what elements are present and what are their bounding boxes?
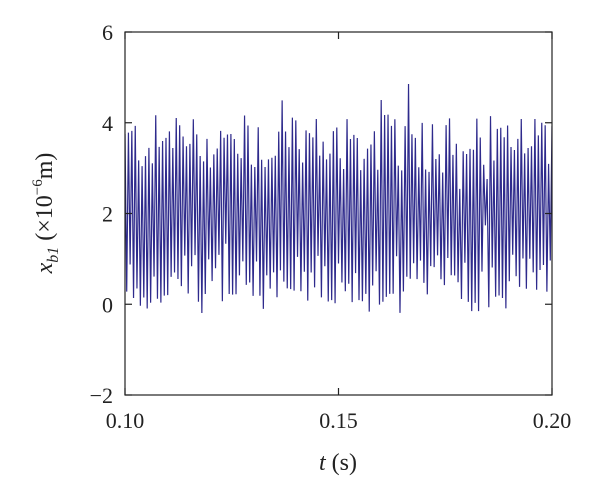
y-tick-label: 6	[102, 20, 113, 45]
y-axis-label: xb1 (×10−6m)	[30, 153, 62, 275]
x-tick-label: 0.20	[533, 408, 572, 433]
y-tick-label: 0	[102, 292, 113, 317]
x-tick-label: 0.15	[319, 408, 358, 433]
y-tick-label: 2	[102, 202, 113, 227]
series-line-xb1	[125, 83, 552, 314]
x-axis-label: t (s)	[319, 450, 357, 476]
y-tick-label: 4	[102, 111, 113, 136]
y-tick-label: −2	[90, 383, 113, 408]
x-tick-label: 0.10	[106, 408, 145, 433]
